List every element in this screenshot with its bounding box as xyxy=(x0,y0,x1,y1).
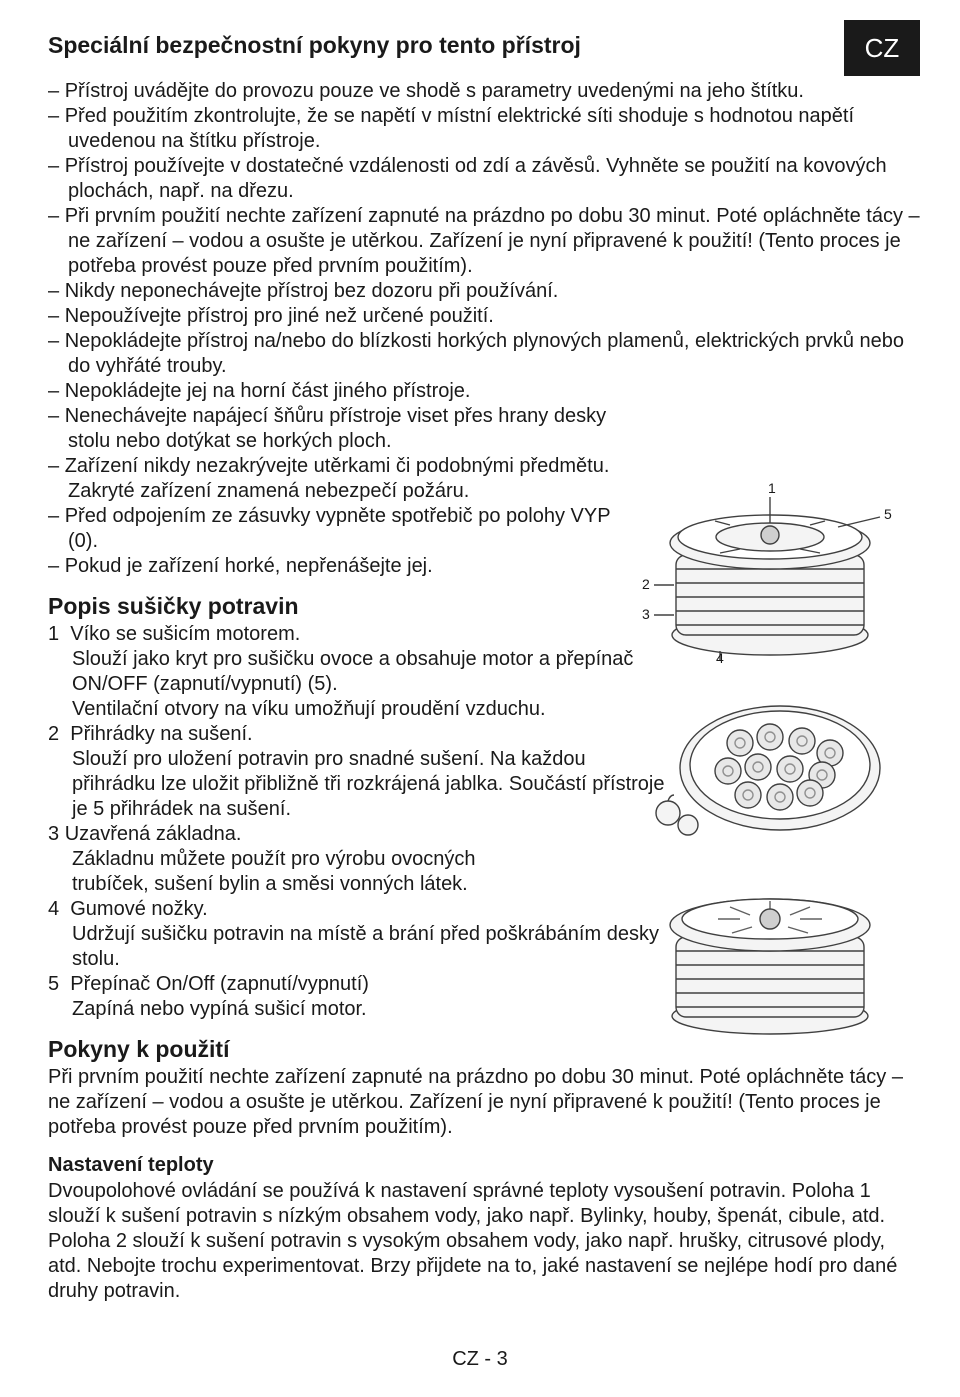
figure-dehydrator-top xyxy=(620,693,920,843)
list-item: Nenechávejte napájecí šňůru přístroje vi… xyxy=(48,404,638,454)
desc-item-2: 2 Přihrádky na sušení. Slouží pro uložen… xyxy=(48,722,668,822)
description-list: 1 Víko se sušicím motorem. Slouží jako k… xyxy=(48,622,668,1022)
desc-num: 2 xyxy=(48,723,59,745)
desc-head: Víko se sušicím motorem. xyxy=(70,623,300,645)
desc-head: Gumové nožky. xyxy=(70,898,207,920)
list-item: Nikdy neponechávejte přístroj bez dozoru… xyxy=(48,279,920,304)
desc-num: 5 xyxy=(48,973,59,995)
desc-line: Udržují sušičku potravin na místě a brán… xyxy=(48,922,668,972)
list-item: Zařízení nikdy nezakrývejte utěrkami či … xyxy=(48,454,638,504)
callout-2: 2 xyxy=(642,576,650,592)
desc-line: Základnu můžete použít pro výrobu ovocný… xyxy=(48,847,508,897)
page-number: CZ - 3 xyxy=(452,1348,508,1371)
list-item: Nepokládejte přístroj na/nebo do blízkos… xyxy=(48,329,920,379)
desc-item-4: 4 Gumové nožky. Udržují sušičku potravin… xyxy=(48,897,668,972)
figure-dehydrator-stack xyxy=(620,871,920,1041)
desc-head: Přepínač On/Off (zapnutí/vypnutí) xyxy=(70,973,369,995)
desc-head: Uzavřená základna. xyxy=(65,823,242,845)
desc-item-1: 1 Víko se sušicím motorem. Slouží jako k… xyxy=(48,622,668,722)
desc-line: Zapíná nebo vypíná sušicí motor. xyxy=(48,997,668,1022)
list-item: Při prvním použití nechte zařízení zapnu… xyxy=(48,204,920,279)
dehydrator-stack-icon xyxy=(640,871,900,1041)
temperature-paragraph: Dvoupolohové ovládání se používá k nasta… xyxy=(48,1179,920,1304)
desc-item-5: 5 Přepínač On/Off (zapnutí/vypnutí) Zapí… xyxy=(48,972,668,1022)
language-badge: CZ xyxy=(844,20,920,76)
list-item: Před použitím zkontrolujte, že se napětí… xyxy=(48,104,920,154)
dehydrator-diagram-icon: 1 5 2 3 4 xyxy=(620,465,920,665)
desc-head: Přihrádky na sušení. xyxy=(70,723,252,745)
callout-4: 4 xyxy=(716,650,724,665)
list-item: Nepoužívejte přístroj pro jiné než určen… xyxy=(48,304,920,329)
figures-container: 1 5 2 3 4 xyxy=(620,465,920,1069)
usage-paragraph: Při prvním použití nechte zařízení zapnu… xyxy=(48,1065,920,1140)
list-item: Pokud je zařízení horké, nepřenášejte je… xyxy=(48,554,638,579)
desc-line: Ventilační otvory na víku umožňují proud… xyxy=(48,697,668,722)
callout-1: 1 xyxy=(768,480,776,496)
desc-line: Slouží jako kryt pro sušičku ovoce a obs… xyxy=(48,647,668,697)
safety-heading: Speciální bezpečnostní pokyny pro tento … xyxy=(48,32,920,59)
list-item: Před odpojením ze zásuvky vypněte spotře… xyxy=(48,504,638,554)
list-item: Přístroj uvádějte do provozu pouze ve sh… xyxy=(48,79,920,104)
temperature-heading: Nastavení teploty xyxy=(48,1154,920,1177)
desc-num: 4 xyxy=(48,898,59,920)
desc-line: Slouží pro uložení potravin pro snadné s… xyxy=(48,747,668,822)
figure-dehydrator-side: 1 5 2 3 4 xyxy=(620,465,920,665)
desc-num: 3 xyxy=(48,823,59,845)
list-item: Přístroj používejte v dostatečné vzdálen… xyxy=(48,154,920,204)
dehydrator-top-icon xyxy=(640,693,900,843)
desc-item-3: 3 Uzavřená základna. Základnu můžete pou… xyxy=(48,822,668,897)
callout-5: 5 xyxy=(884,506,892,522)
list-item: Nepokládejte jej na horní část jiného př… xyxy=(48,379,920,404)
callout-3: 3 xyxy=(642,606,650,622)
desc-num: 1 xyxy=(48,623,59,645)
